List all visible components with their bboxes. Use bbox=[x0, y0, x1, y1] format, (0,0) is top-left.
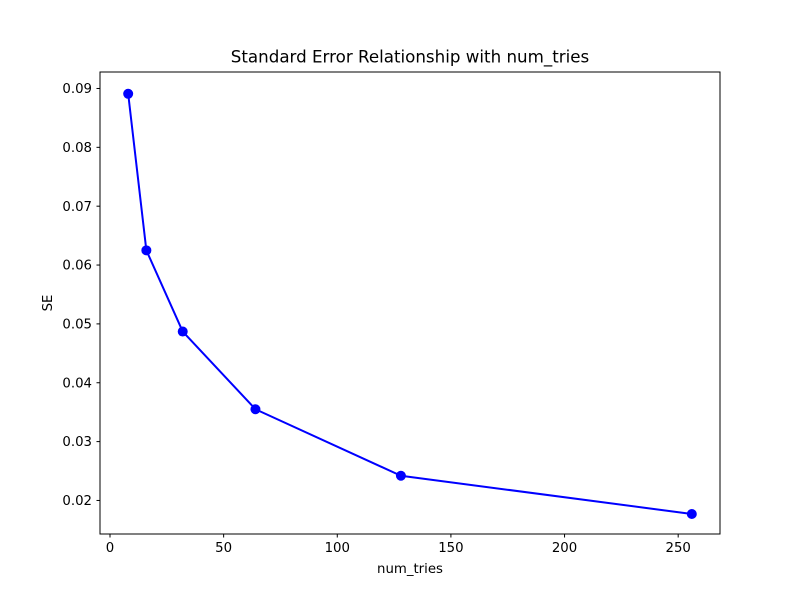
y-axis-label: SE bbox=[41, 295, 56, 312]
x-tick-label: 150 bbox=[438, 541, 463, 556]
y-tick-label: 0.08 bbox=[62, 141, 92, 156]
x-tick-label: 0 bbox=[106, 541, 114, 556]
x-tick-label: 100 bbox=[325, 541, 350, 556]
data-point bbox=[177, 326, 188, 337]
y-tick-label: 0.03 bbox=[62, 435, 92, 450]
series-line bbox=[127, 92, 693, 515]
data-point bbox=[141, 245, 152, 256]
y-tick-label: 0.06 bbox=[62, 259, 92, 274]
plot-area-border bbox=[99, 71, 721, 535]
data-point bbox=[250, 404, 261, 415]
y-tick-label: 0.05 bbox=[62, 317, 92, 332]
data-point bbox=[123, 88, 134, 99]
y-tick-label: 0.09 bbox=[62, 82, 92, 97]
data-series bbox=[123, 88, 697, 519]
chart-title: Standard Error Relationship with num_tri… bbox=[231, 47, 589, 68]
x-axis-label: num_tries bbox=[377, 562, 443, 577]
y-tick-label: 0.02 bbox=[62, 494, 92, 509]
data-point bbox=[395, 470, 406, 481]
x-tick-label: 250 bbox=[665, 541, 690, 556]
x-tick-label: 50 bbox=[215, 541, 232, 556]
data-point bbox=[686, 508, 697, 519]
x-axis-ticks: 0 50 100 150 200 250 bbox=[106, 534, 691, 556]
y-tick-label: 0.04 bbox=[62, 376, 92, 391]
y-tick-label: 0.07 bbox=[62, 200, 92, 215]
y-axis-ticks: 0.02 0.03 0.04 0.05 0.06 0.07 0.08 0.09 bbox=[62, 82, 100, 509]
x-tick-label: 200 bbox=[552, 541, 577, 556]
